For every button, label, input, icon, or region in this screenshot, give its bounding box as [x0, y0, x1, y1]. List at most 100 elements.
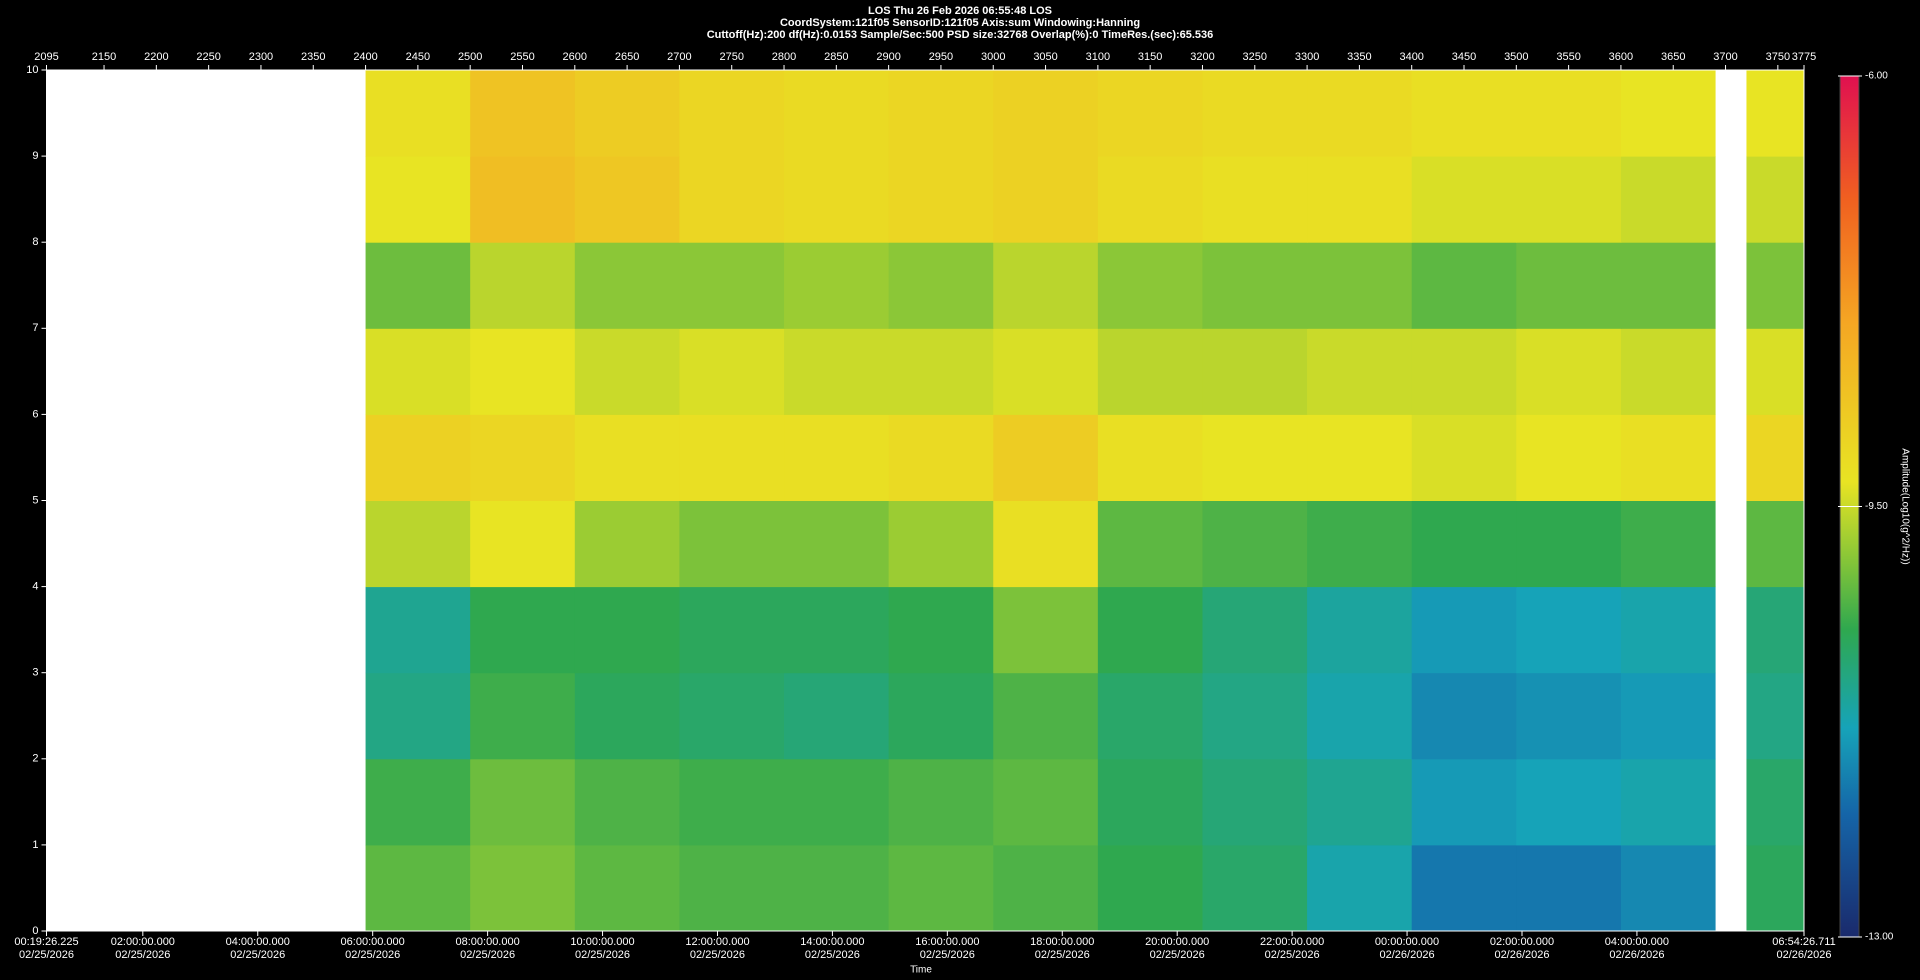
heatmap-cell [1746, 758, 1805, 846]
heatmap-cell [993, 242, 1099, 329]
heatmap-cell [993, 758, 1099, 846]
heatmap-cell [470, 586, 576, 674]
y-tick-label: 5 [32, 494, 38, 506]
heatmap-cell [1516, 242, 1622, 329]
heatmap-cell [1620, 758, 1716, 846]
heatmap-cell [1746, 414, 1805, 501]
heatmap-cell [1411, 672, 1517, 760]
heatmap-cell [993, 328, 1099, 415]
heatmap-cell [993, 70, 1099, 157]
heatmap-cell [1746, 328, 1805, 415]
x2-tick-label: 3100 [1086, 51, 1110, 63]
y-tick-label: 10 [26, 64, 38, 76]
heatmap-cell [784, 500, 890, 588]
heatmap-cell [470, 328, 576, 415]
heatmap-cell [1516, 328, 1622, 415]
y-tick-label: 9 [32, 150, 38, 162]
colorbar-tick-label: -13.00 [1865, 932, 1894, 943]
heatmap-cell [888, 672, 994, 760]
x2-tick-label: 3000 [981, 51, 1005, 63]
heatmap-cell [1307, 414, 1413, 501]
heatmap-cell [1202, 758, 1308, 846]
x-tick-label: 00:19:26.225 02/25/2026 [14, 936, 79, 961]
heatmap-cell [1516, 844, 1622, 932]
x2-tick-label: 3400 [1399, 51, 1423, 63]
x-tick-label: 20:00:00.000 02/25/2026 [1145, 936, 1210, 961]
heatmap-cell [1411, 414, 1517, 501]
x-tick-label: 22:00:00.000 02/25/2026 [1260, 936, 1325, 961]
x2-tick-label: 2550 [510, 51, 534, 63]
x-tick-label: 10:00:00.000 02/25/2026 [570, 936, 635, 961]
heatmap-cell [993, 156, 1099, 243]
heatmap-cell [574, 414, 680, 501]
heatmap-cell [1202, 70, 1308, 157]
heatmap-cell [365, 156, 471, 243]
heatmap-cell [1516, 758, 1622, 846]
x2-tick-label: 2450 [406, 51, 430, 63]
heatmap-cell [365, 328, 471, 415]
heatmap-cell [784, 156, 890, 243]
heatmap-cell [993, 500, 1099, 588]
heatmap-cell [574, 500, 680, 588]
x-tick-label: 12:00:00.000 02/25/2026 [685, 936, 750, 961]
x2-tick-label: 2400 [353, 51, 377, 63]
heatmap-cell [679, 758, 785, 846]
heatmap-cell [1746, 70, 1805, 157]
heatmap-cell [993, 672, 1099, 760]
heatmap-cell [1097, 758, 1203, 846]
heatmap-cell [1097, 586, 1203, 674]
heatmap-cell [365, 414, 471, 501]
heatmap-cell [1202, 242, 1308, 329]
x2-tick-label: 2300 [249, 51, 273, 63]
heatmap-cell [1516, 70, 1622, 157]
heatmap-cell [1097, 156, 1203, 243]
x2-tick-label: 2200 [144, 51, 168, 63]
colorbar-tick-label: -6.00 [1865, 71, 1888, 82]
x-tick-label: 00:00:00.000 02/26/2026 [1374, 936, 1440, 961]
heatmap-cell [574, 242, 680, 329]
heatmap-cell [1746, 844, 1805, 932]
y-tick-label: 2 [32, 753, 38, 765]
heatmap-cell [1097, 844, 1203, 932]
y-tick-label: 7 [32, 322, 38, 334]
x2-tick-label: 2600 [563, 51, 587, 63]
x-tick-label: 04:00:00.000 02/25/2026 [225, 936, 290, 961]
x2-tick-label: 2850 [824, 51, 848, 63]
heatmap-cell [784, 586, 890, 674]
heatmap-cell [1307, 70, 1413, 157]
heatmap-cell [679, 500, 785, 588]
heatmap-cell [993, 844, 1099, 932]
heatmap-cell [1411, 156, 1517, 243]
heatmap-cell [1202, 586, 1308, 674]
heatmap-cell [1097, 328, 1203, 415]
heatmap-cell [365, 586, 471, 674]
heatmap-cell [1620, 242, 1716, 329]
x2-tick-label: 3350 [1347, 51, 1371, 63]
x2-tick-label: 2700 [667, 51, 691, 63]
heatmap-cell [1411, 500, 1517, 588]
heatmap-cell [1746, 500, 1805, 588]
heatmap-cell [574, 758, 680, 846]
heatmap-cell [574, 844, 680, 932]
heatmap-cell [888, 500, 994, 588]
heatmap-cell [679, 672, 785, 760]
x-tick-label: 08:00:00.000 02/25/2026 [455, 936, 520, 961]
heatmap-cell [993, 414, 1099, 501]
heatmap-cell [784, 672, 890, 760]
x2-tick-label: 3450 [1452, 51, 1476, 63]
heatmap-cell [1620, 500, 1716, 588]
heatmap-cell [784, 414, 890, 501]
heatmap-cell [365, 242, 471, 329]
heatmap-cell [365, 70, 471, 157]
heatmap-cell [470, 672, 576, 760]
heatmap-cell [888, 844, 994, 932]
heatmap-cell [1097, 242, 1203, 329]
x2-tick-label: 3250 [1243, 51, 1267, 63]
heatmap-cell [888, 328, 994, 415]
chart-title: LOS Thu 26 Feb 2026 06:55:48 LOS [868, 5, 1052, 17]
heatmap-cell [470, 414, 576, 501]
y-tick-label: 4 [32, 581, 38, 593]
x2-tick-label: 2800 [772, 51, 796, 63]
